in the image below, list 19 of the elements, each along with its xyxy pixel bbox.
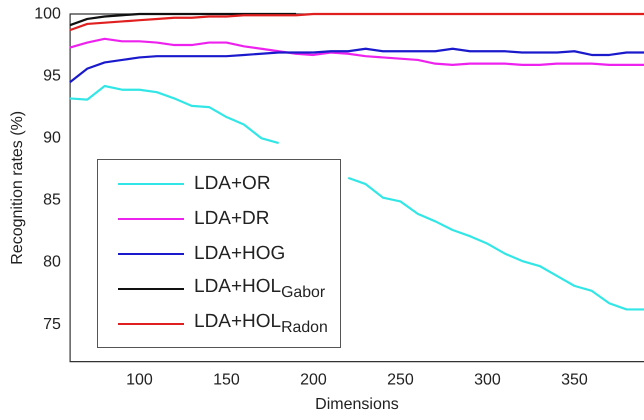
- legend-label: LDA+HOG: [194, 242, 286, 264]
- y-tick-label: 85: [43, 192, 61, 209]
- y-tick-label: 100: [34, 5, 61, 22]
- y-tick-label: 90: [43, 130, 61, 147]
- x-tick-label: 100: [126, 372, 153, 389]
- y-tick-label: 75: [43, 316, 61, 333]
- x-tick-label: 200: [300, 372, 327, 389]
- y-tick-label: 95: [43, 67, 61, 84]
- x-tick-label: 300: [474, 372, 501, 389]
- x-tick-label: 250: [387, 372, 414, 389]
- legend-label: LDA+OR: [194, 172, 271, 194]
- x-tick-label: 150: [213, 372, 240, 389]
- legend-label: LDA+DR: [194, 208, 270, 230]
- y-tick-label: 80: [43, 254, 61, 271]
- legend-label: LDA+HOL$_{Gabor}$: [194, 276, 326, 302]
- legend-label: LDA+HOL$_{Radon}$: [194, 310, 328, 336]
- y-axis-title: Recognition rates (%): [9, 110, 26, 265]
- x-tick-label: 350: [561, 372, 588, 389]
- x-axis-title: Dimensions: [315, 396, 399, 413]
